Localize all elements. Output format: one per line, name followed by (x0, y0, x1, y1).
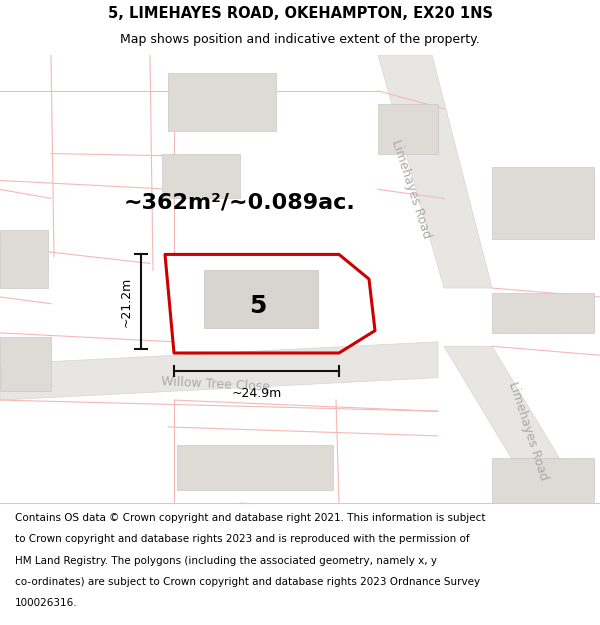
Bar (162, 154, 240, 198)
Text: 100026316.: 100026316. (15, 598, 77, 608)
Bar (0, 230, 48, 288)
Text: ~24.9m: ~24.9m (232, 387, 281, 399)
Text: 5, LIMEHAYES ROAD, OKEHAMPTON, EX20 1NS: 5, LIMEHAYES ROAD, OKEHAMPTON, EX20 1NS (107, 6, 493, 21)
Polygon shape (0, 342, 438, 400)
Text: 5: 5 (250, 294, 266, 318)
Text: ~21.2m: ~21.2m (119, 276, 133, 327)
Text: Limehayes Road: Limehayes Road (389, 138, 433, 241)
Bar (378, 104, 438, 154)
Text: ~362m²/~0.089ac.: ~362m²/~0.089ac. (124, 193, 356, 213)
Bar (492, 167, 594, 239)
Text: Willow Tree Close: Willow Tree Close (161, 375, 271, 394)
Text: HM Land Registry. The polygons (including the associated geometry, namely x, y: HM Land Registry. The polygons (includin… (15, 556, 437, 566)
Polygon shape (378, 55, 492, 288)
Polygon shape (444, 346, 600, 526)
Bar (492, 292, 594, 333)
Bar (492, 458, 594, 503)
Bar (204, 270, 318, 328)
Text: Limehayes Road: Limehayes Road (506, 381, 550, 482)
Text: co-ordinates) are subject to Crown copyright and database rights 2023 Ordnance S: co-ordinates) are subject to Crown copyr… (15, 577, 480, 587)
Bar (168, 73, 276, 131)
Text: Map shows position and indicative extent of the property.: Map shows position and indicative extent… (120, 33, 480, 46)
Text: Contains OS data © Crown copyright and database right 2021. This information is : Contains OS data © Crown copyright and d… (15, 513, 485, 523)
Bar (177, 445, 333, 489)
Text: to Crown copyright and database rights 2023 and is reproduced with the permissio: to Crown copyright and database rights 2… (15, 534, 470, 544)
Bar (0, 338, 51, 391)
